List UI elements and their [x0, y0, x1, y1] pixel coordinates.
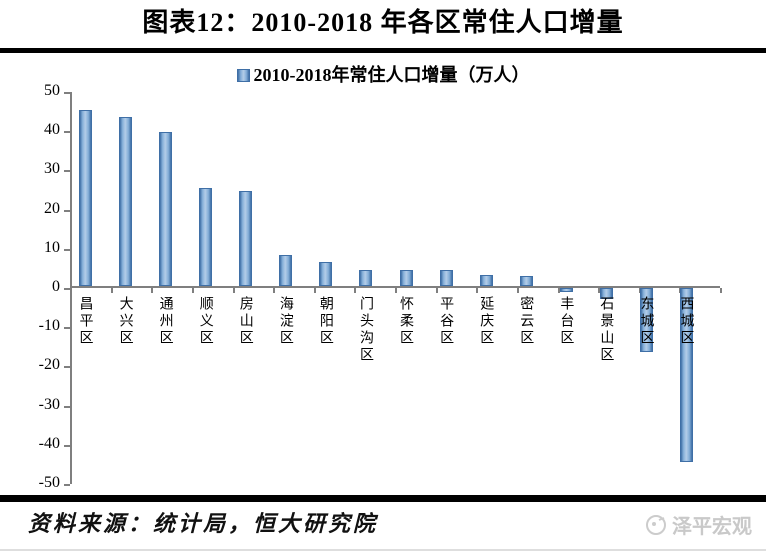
chart-title: 图表12：2010-2018 年各区常住人口增量 — [142, 8, 624, 37]
x-tick — [435, 288, 438, 293]
y-tick-label: -40 — [38, 434, 60, 452]
x-axis-line — [70, 286, 720, 288]
x-axis-label: 平谷区 — [438, 296, 454, 347]
y-tick-label: 30 — [44, 160, 60, 178]
x-tick — [720, 288, 722, 293]
x-tick — [232, 288, 235, 293]
x-tick — [151, 288, 154, 293]
y-tick-label: 40 — [44, 121, 60, 139]
y-tick-label: 0 — [52, 278, 60, 296]
bar — [199, 188, 213, 286]
bar — [359, 269, 373, 286]
x-axis-label: 丰台区 — [558, 296, 574, 347]
x-axis-label: 顺义区 — [197, 296, 213, 347]
x-tick — [354, 288, 357, 293]
x-tick — [516, 288, 519, 293]
bar — [279, 255, 293, 286]
bar — [399, 269, 413, 286]
y-tick — [64, 484, 70, 486]
y-tick-label: -10 — [38, 317, 60, 335]
y-tick — [64, 170, 70, 173]
bottom-divider-line — [0, 495, 766, 502]
x-tick — [110, 288, 113, 293]
x-axis-label: 密云区 — [518, 296, 534, 347]
bar — [119, 117, 133, 286]
y-tick-label: -30 — [38, 395, 60, 413]
x-axis-label: 昌平区 — [77, 296, 93, 347]
footer: 资料来源：统计局，恒大研究院 泽平宏观 — [0, 502, 766, 552]
y-tick — [64, 248, 70, 251]
x-tick — [476, 288, 479, 293]
x-tick — [638, 288, 641, 293]
x-axis-label: 房山区 — [237, 296, 253, 347]
y-tick — [64, 444, 70, 447]
y-tick — [64, 131, 70, 134]
x-tick — [313, 288, 316, 293]
footer-gray-line — [0, 549, 766, 551]
y-tick — [64, 92, 70, 94]
x-tick — [557, 288, 560, 293]
bar — [639, 288, 653, 352]
x-axis-label: 门头沟区 — [357, 296, 373, 364]
y-tick — [64, 327, 70, 330]
y-tick-label: -20 — [38, 356, 60, 374]
bar — [439, 270, 453, 286]
watermark-text: 泽平宏观 — [672, 516, 752, 538]
bar — [680, 288, 694, 462]
x-tick — [598, 288, 601, 293]
x-axis-label: 大兴区 — [117, 296, 133, 347]
bar — [519, 276, 533, 286]
x-tick — [273, 288, 276, 293]
bar — [239, 190, 253, 286]
bar — [599, 288, 613, 299]
source-note: 资料来源：统计局，恒大研究院 — [28, 511, 379, 536]
x-axis-label: 怀柔区 — [398, 296, 414, 347]
x-axis-label: 东城区 — [638, 296, 654, 347]
x-tick — [70, 288, 72, 293]
y-tick-label: 50 — [44, 82, 60, 100]
bar-chart: 2010-2018年常住人口增量（万人） 50 40 30 20 10 0 -10 -20 -3… — [0, 53, 766, 495]
bar — [159, 131, 173, 286]
x-axis-label: 西城区 — [678, 296, 694, 347]
x-tick — [191, 288, 194, 293]
watermark: 泽平宏观 — [645, 510, 752, 539]
x-axis-label: 朝阳区 — [317, 296, 333, 347]
y-tick — [64, 366, 70, 369]
chart-legend: 2010-2018年常住人口增量（万人） — [0, 61, 766, 87]
legend-label: 2010-2018年常住人口增量（万人） — [253, 65, 530, 85]
x-axis-label: 石景山区 — [598, 296, 614, 364]
y-tick — [64, 405, 70, 408]
bar — [559, 288, 573, 292]
legend-marker-icon — [236, 69, 250, 82]
bar — [479, 275, 493, 286]
y-tick — [64, 288, 70, 290]
y-tick-label: 20 — [44, 199, 60, 217]
bar — [79, 109, 92, 286]
x-axis-label: 通州区 — [157, 296, 173, 347]
y-tick-label: 10 — [44, 238, 60, 256]
y-tick — [64, 209, 70, 212]
x-axis-label: 延庆区 — [478, 296, 494, 347]
watermark-logo-icon — [645, 514, 667, 536]
bar — [319, 262, 333, 286]
x-tick — [395, 288, 397, 293]
y-tick-label: -50 — [38, 474, 60, 492]
top-divider-line — [0, 48, 766, 53]
x-axis-label: 海淀区 — [277, 296, 293, 347]
